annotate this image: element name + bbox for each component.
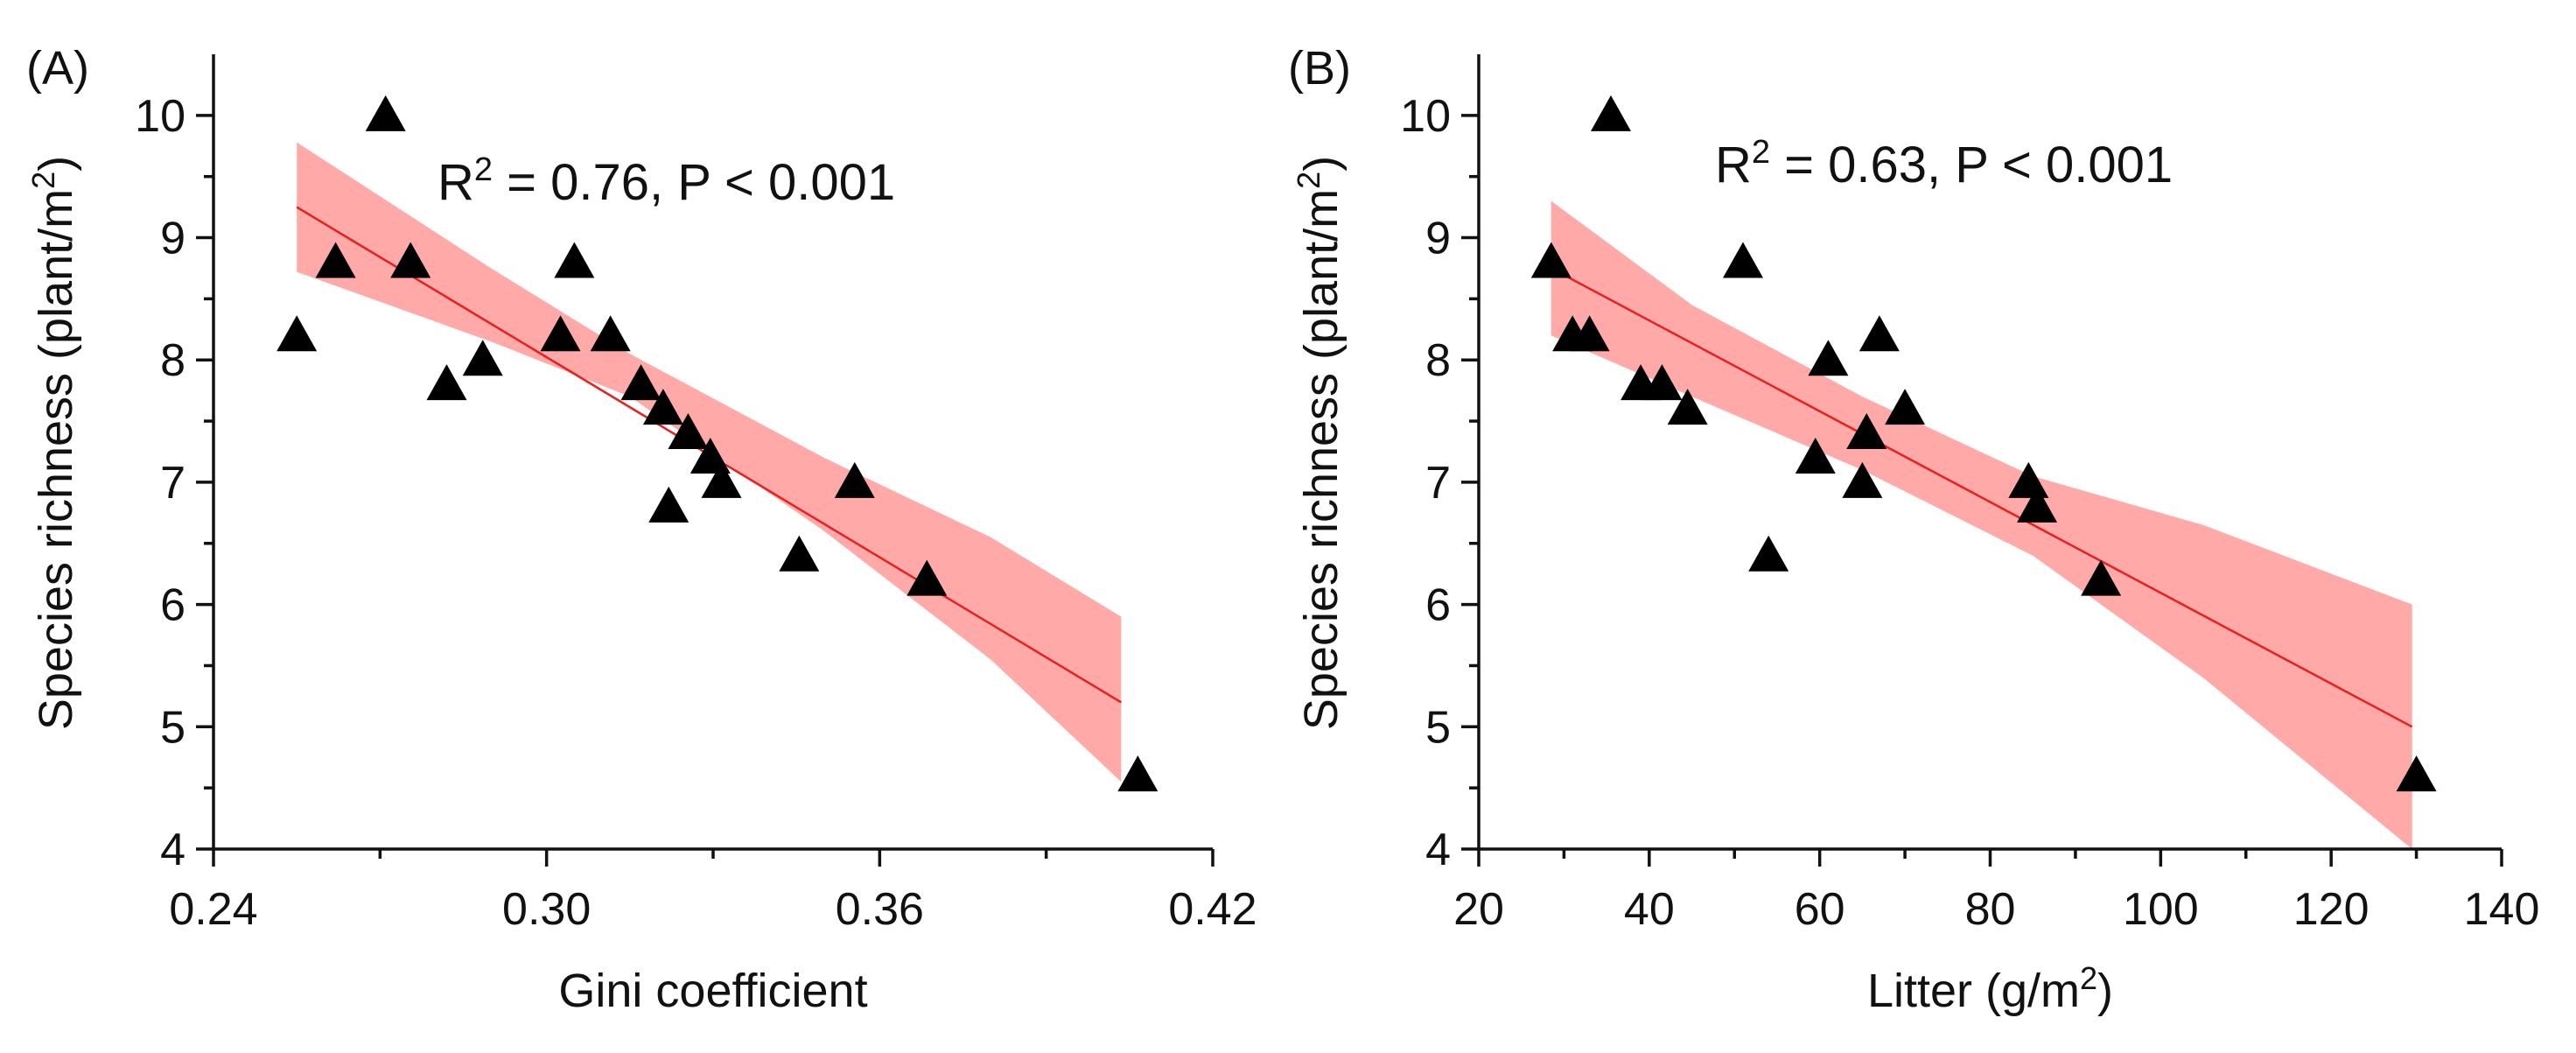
y-tick-label: 4 — [1425, 825, 1451, 875]
y-tick-label: 10 — [135, 91, 186, 142]
x-axis-label: Gini coefficient — [558, 965, 867, 1017]
y-tick-label: 5 — [160, 702, 186, 753]
data-point — [590, 315, 631, 352]
data-point — [426, 364, 467, 401]
data-point — [1842, 461, 1883, 498]
y-tick-label: 4 — [160, 825, 186, 875]
x-tick-label: 140 — [2464, 884, 2540, 935]
regression-line — [1550, 267, 2413, 728]
y-axis-label: Species richness (plant/m2) — [25, 156, 82, 730]
stats-annotation: R2 = 0.63, P < 0.001 — [1715, 134, 2173, 193]
y-tick-label: 9 — [1425, 214, 1451, 264]
data-point — [642, 389, 683, 425]
data-point — [2017, 486, 2058, 523]
x-tick-label: 80 — [1965, 884, 2016, 935]
data-point — [1808, 340, 1849, 376]
y-tick-label: 8 — [160, 335, 186, 386]
x-tick-label: 20 — [1453, 884, 1504, 935]
data-point — [554, 242, 595, 278]
confidence-band — [297, 142, 1122, 783]
data-point — [779, 535, 820, 572]
y-tick-label: 5 — [1425, 702, 1451, 753]
data-point — [2396, 755, 2437, 792]
data-point — [1722, 242, 1763, 278]
y-tick-label: 7 — [160, 458, 186, 509]
data-point — [462, 340, 503, 376]
x-tick-label: 0.30 — [502, 884, 591, 935]
data-point — [1590, 95, 1631, 131]
x-tick-label: 0.36 — [836, 884, 924, 935]
data-point — [1667, 389, 1708, 425]
data-point — [1748, 535, 1789, 572]
y-tick-label: 6 — [1425, 580, 1451, 631]
data-point — [1569, 315, 1610, 352]
data-point — [620, 364, 662, 401]
data-point — [1530, 242, 1572, 278]
data-point — [390, 242, 431, 278]
y-axis-label: Species richness (plant/m2) — [1291, 156, 1348, 730]
y-tick-label: 9 — [160, 214, 186, 264]
panel-a: 4 5 6 7 8 9 10 0.24 0.30 0.36 0.42 (A) Species richn… — [25, 42, 1257, 1017]
x-tick-label: 60 — [1795, 884, 1845, 935]
data-point — [276, 315, 318, 352]
x-tick-label: 120 — [2293, 884, 2370, 935]
data-point — [1642, 364, 1683, 401]
data-point — [2081, 559, 2122, 596]
panel-label: (A) — [26, 42, 89, 95]
data-point — [1858, 315, 1900, 352]
x-axis-label: Litter (g/m2) — [1867, 960, 2113, 1017]
panel-b: 4 5 6 7 8 9 10 20 40 60 80 100 120 140 (B) Species rich… — [1288, 42, 2539, 1017]
data-point — [701, 461, 742, 498]
data-point — [315, 242, 356, 278]
y-tick-label: 8 — [1425, 335, 1451, 386]
data-point — [1117, 755, 1158, 792]
data-point — [668, 413, 709, 450]
y-tick-label: 7 — [1425, 458, 1451, 509]
data-point — [1885, 389, 1926, 425]
data-point — [906, 559, 948, 596]
data-point — [1846, 413, 1887, 450]
data-point — [540, 315, 581, 352]
y-tick-label: 10 — [1400, 91, 1451, 142]
data-point — [1795, 437, 1836, 474]
x-tick-label: 40 — [1624, 884, 1675, 935]
panel-label: (B) — [1288, 42, 1351, 95]
data-point — [365, 95, 406, 131]
y-tick-label: 6 — [160, 580, 186, 631]
x-tick-label: 0.24 — [169, 884, 257, 935]
x-tick-label: 0.42 — [1168, 884, 1256, 935]
x-tick-label: 100 — [2123, 884, 2199, 935]
data-point — [648, 486, 690, 523]
confidence-band — [1550, 200, 2412, 850]
data-point — [2008, 461, 2049, 498]
data-point — [834, 461, 875, 498]
stats-annotation: R2 = 0.76, P < 0.001 — [438, 151, 895, 211]
